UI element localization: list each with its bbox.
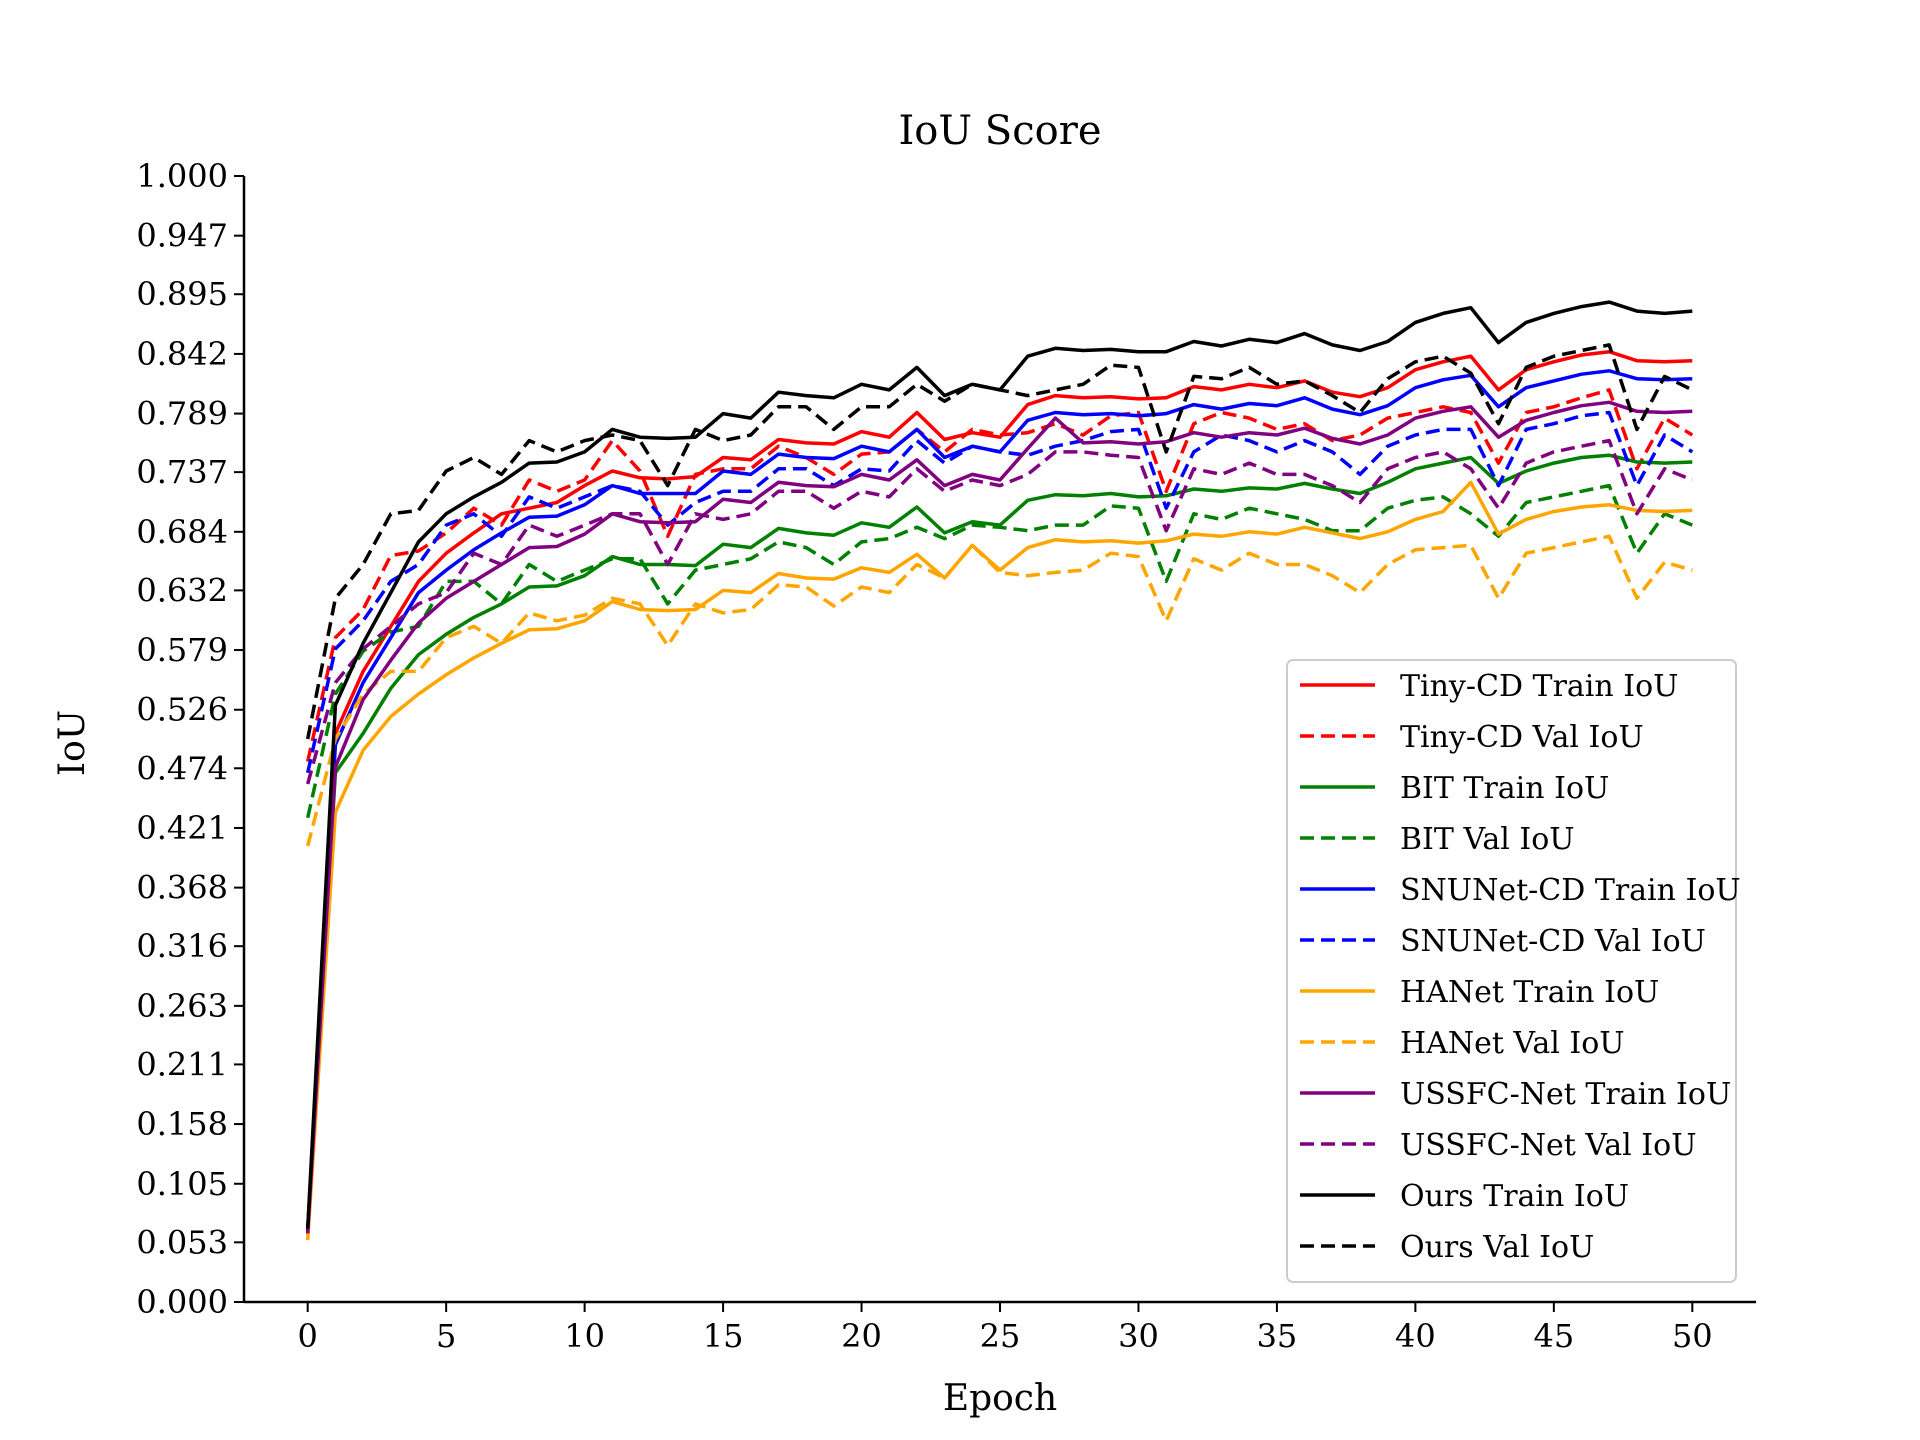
legend-label: USSFC-Net Train IoU [1400, 1077, 1731, 1112]
legend-label: Ours Val IoU [1400, 1230, 1594, 1265]
x-tick-label: 50 [1672, 1317, 1713, 1355]
series-line-train-6 [305, 480, 1693, 1241]
series-line-val-9 [306, 438, 1693, 785]
x-axis-label: Epoch [943, 1378, 1057, 1419]
y-tick-label: 0.789 [136, 395, 228, 433]
legend-label: Tiny-CD Train IoU [1400, 669, 1678, 704]
y-tick-label: 0.316 [136, 927, 228, 965]
chart-title: IoU Score [899, 108, 1102, 154]
series-line-val-3 [305, 483, 1693, 819]
x-tick-label: 20 [841, 1317, 882, 1355]
x-tick-label: 15 [703, 1317, 744, 1355]
legend-label: SNUNet-CD Val IoU [1400, 924, 1706, 959]
legend-label: Ours Train IoU [1400, 1179, 1629, 1214]
y-tick-label: 0.263 [136, 987, 228, 1025]
legend: Tiny-CD Train IoU Tiny-CD Val IoU BIT Trai… [1286, 659, 1741, 1283]
y-tick-label: 0.684 [136, 513, 228, 551]
x-tick-label: 10 [564, 1317, 605, 1355]
legend-box [1286, 659, 1737, 1283]
series-line-val-5 [305, 410, 1694, 774]
legend-label: HANet Val IoU [1400, 1026, 1625, 1061]
y-tick-label: 0.368 [136, 869, 228, 907]
x-tick-label: 40 [1395, 1317, 1436, 1355]
y-tick-label: 0.053 [136, 1223, 228, 1261]
y-tick-label: 0.000 [136, 1283, 228, 1321]
y-tick-label: 0.526 [136, 691, 228, 729]
x-tick-label: 25 [980, 1317, 1021, 1355]
y-tick-label: 0.105 [136, 1165, 228, 1203]
legend-label: BIT Train IoU [1400, 771, 1609, 806]
x-tick-label: 35 [1257, 1317, 1298, 1355]
legend-label: BIT Val IoU [1400, 822, 1575, 857]
y-tick-label: 0.895 [136, 275, 228, 313]
y-tick-label: 0.632 [136, 571, 228, 609]
legend-label: SNUNet-CD Train IoU [1400, 873, 1741, 908]
y-tick-label: 0.421 [136, 809, 228, 847]
y-tick-label: 0.842 [136, 335, 228, 373]
x-tick-label: 30 [1118, 1317, 1159, 1355]
x-tick-label: 0 [298, 1317, 318, 1355]
y-tick-label: 1.000 [136, 157, 228, 195]
y-tick-label: 0.947 [136, 217, 228, 255]
tick-layer: 0 5 10 15 20 25 30 35 40 45 50 0.000 0.053 0.105 0.158… [136, 157, 1712, 1355]
series-line-train-8 [305, 400, 1693, 1234]
axes-layer [242, 176, 1756, 1304]
y-tick-label: 0.579 [136, 631, 228, 669]
legend-label: USSFC-Net Val IoU [1400, 1128, 1696, 1163]
series-line-train-2 [305, 453, 1693, 1235]
y-axis-label: IoU [52, 710, 93, 776]
series-line-val-11 [305, 343, 1694, 740]
legend-label: Tiny-CD Val IoU [1400, 720, 1644, 755]
y-tick-label: 0.474 [136, 749, 228, 787]
y-tick-label: 0.737 [136, 453, 228, 491]
series-layer [305, 300, 1694, 1241]
series-line-val-7 [306, 534, 1693, 847]
x-tick-label: 5 [436, 1317, 456, 1355]
series-line-train-0 [305, 349, 1693, 1229]
y-tick-label: 0.158 [136, 1105, 228, 1143]
x-tick-label: 45 [1533, 1317, 1574, 1355]
series-line-val-1 [305, 388, 1694, 762]
legend-label: HANet Train IoU [1400, 975, 1659, 1010]
y-tick-label: 0.211 [136, 1045, 228, 1083]
